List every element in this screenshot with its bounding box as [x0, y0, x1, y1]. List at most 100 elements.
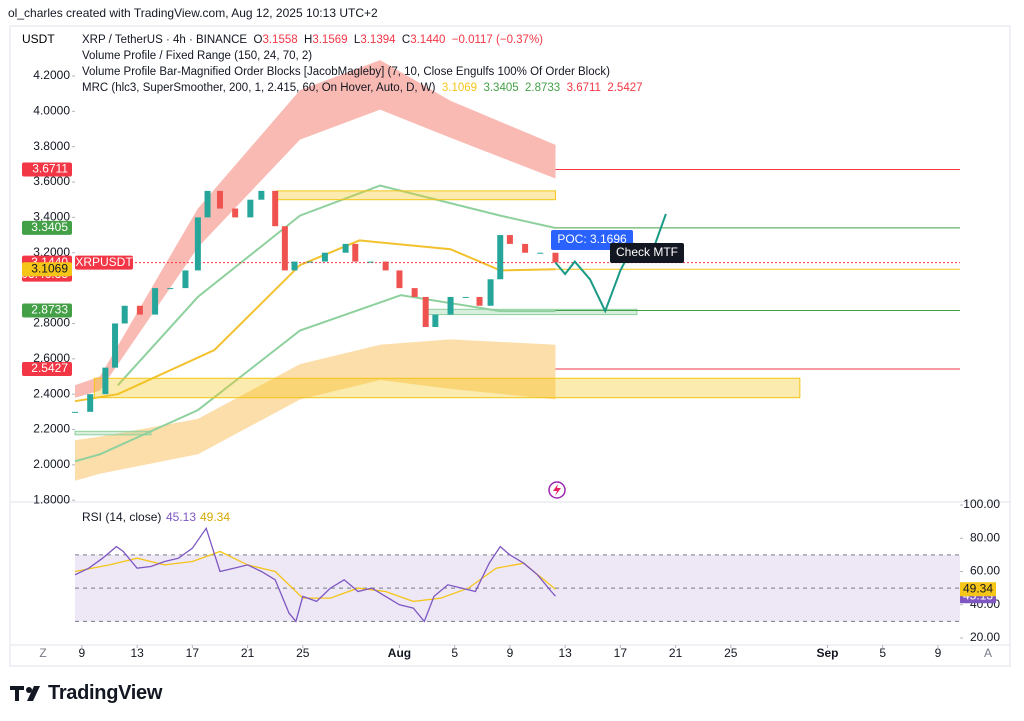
x-tick-label: 13: [130, 646, 144, 660]
rsi-tag-label: 49.34: [963, 581, 993, 595]
mrc-line: [74, 294, 556, 463]
candle: [506, 235, 513, 244]
candle: [87, 394, 94, 412]
y-tick-label: 3.8000: [33, 139, 70, 153]
candle: [281, 226, 288, 271]
candle: [537, 252, 544, 254]
note-box: [610, 243, 684, 263]
ohlc-key: O: [253, 34, 263, 46]
rsi-legend-value: 49.34: [200, 510, 230, 524]
mrc-band: [75, 339, 556, 481]
symbol-tag-label: XRPUSDT: [75, 255, 133, 269]
candle: [497, 235, 504, 280]
price-tag: [22, 361, 72, 376]
brand-logo: [10, 686, 40, 701]
candle: [476, 296, 483, 306]
candle: [136, 305, 143, 315]
y-tick-label: 3.6000: [33, 174, 70, 188]
candle: [306, 261, 313, 263]
rsi-tick-label: 20.00: [970, 630, 1000, 644]
candle: [291, 261, 298, 271]
candle: [422, 296, 429, 327]
symbol-row: XRP / TetherUS · 4h · BINANCE O3.1558 H3…: [82, 32, 643, 48]
price-tag-label: 3.6711: [32, 162, 68, 176]
credit: ol_charles created with TradingView.com,…: [8, 6, 378, 20]
candle: [462, 296, 469, 298]
ohlc: O3.1558 H3.1569 L3.1394 C3.1440: [254, 34, 452, 46]
ai-icon[interactable]: [548, 481, 566, 499]
candle: [382, 261, 389, 271]
x-tick-label: 5: [451, 646, 458, 660]
zoom-button[interactable]: Z: [39, 646, 46, 660]
ohlc-value: 3.1440: [410, 34, 446, 46]
y-tick-label: 2.6000: [33, 351, 70, 365]
price-tag: [22, 262, 72, 277]
price-tag-label: 2.8733: [31, 303, 68, 317]
candle: [411, 288, 418, 297]
candle: [167, 288, 174, 290]
x-tick-label: Sep: [816, 646, 838, 660]
order-block: [276, 190, 556, 201]
frame: [9, 25, 1011, 667]
candle: [232, 208, 239, 218]
price-tag-label: 3.1069: [31, 261, 68, 275]
rsi-tag: [960, 582, 996, 597]
symbol: XRP / TetherUS · 4h · BINANCE: [82, 34, 248, 46]
ohlc-key: H: [304, 34, 313, 46]
mrc-value: 3.1069: [441, 82, 478, 94]
poc-label: POC: 3.1696: [557, 232, 627, 246]
ohlc-key: L: [353, 34, 361, 46]
candle: [204, 190, 211, 218]
note-label: Check MTF: [616, 245, 678, 259]
price-tag: [22, 303, 72, 318]
x-tick-label: 25: [724, 646, 738, 660]
mrc-line: [74, 239, 556, 403]
rsi-legend-value: 45.13: [166, 510, 196, 524]
auto-button[interactable]: A: [984, 646, 992, 660]
legend: XRP / TetherUS · 4h · BINANCE O3.1558 H3…: [82, 32, 643, 96]
y-tick-label: 3.2000: [33, 245, 70, 259]
price-tag: [22, 220, 72, 235]
candle: [396, 270, 403, 289]
mrc-value: 2.5427: [607, 82, 643, 94]
rsi-tick-label: 60.00: [970, 564, 1000, 578]
candle: [182, 270, 189, 289]
y-tick-label: 2.4000: [33, 386, 70, 400]
change: −0.0117 (−0.37%): [451, 34, 544, 46]
candle: [522, 243, 529, 253]
x-tick-label: 9: [935, 646, 942, 660]
x-tick-label: Aug: [388, 646, 411, 660]
x-tick-label: 17: [614, 646, 628, 660]
order-block: [93, 377, 801, 399]
rsi-title: RSI (14, close): [82, 510, 161, 524]
candle: [247, 199, 254, 218]
candle: [352, 243, 359, 262]
candle: [216, 190, 223, 209]
x-tick-label: 17: [186, 646, 200, 660]
candle: [367, 261, 374, 263]
x-tick-label: 21: [669, 646, 683, 660]
x-tick-label: 9: [507, 646, 514, 660]
indicator: Volume Profile / Fixed Range (150, 24, 7…: [82, 50, 313, 62]
ohlc-value: 3.1394: [360, 34, 396, 46]
candle: [112, 323, 119, 368]
ohlc-key: C: [401, 34, 411, 46]
mrc-band: [75, 60, 556, 398]
y-tick-label: 4.0000: [33, 103, 70, 117]
currency-label: USDT: [22, 32, 55, 46]
rsi-tick-label: 80.00: [970, 530, 1000, 544]
mrc-value: 3.3405: [483, 82, 519, 94]
candle: [258, 190, 265, 200]
candle: [121, 305, 128, 324]
symbol-tag: [75, 255, 133, 270]
candle: [152, 288, 159, 315]
y-tick-label: 2.2000: [33, 422, 70, 436]
price-tag: [22, 162, 72, 177]
y-tick-label: 4.2000: [33, 68, 70, 82]
candle: [321, 252, 328, 262]
candle: [272, 190, 279, 227]
candle: [432, 314, 439, 327]
rsi-tick-label: 100.00: [963, 497, 1000, 511]
